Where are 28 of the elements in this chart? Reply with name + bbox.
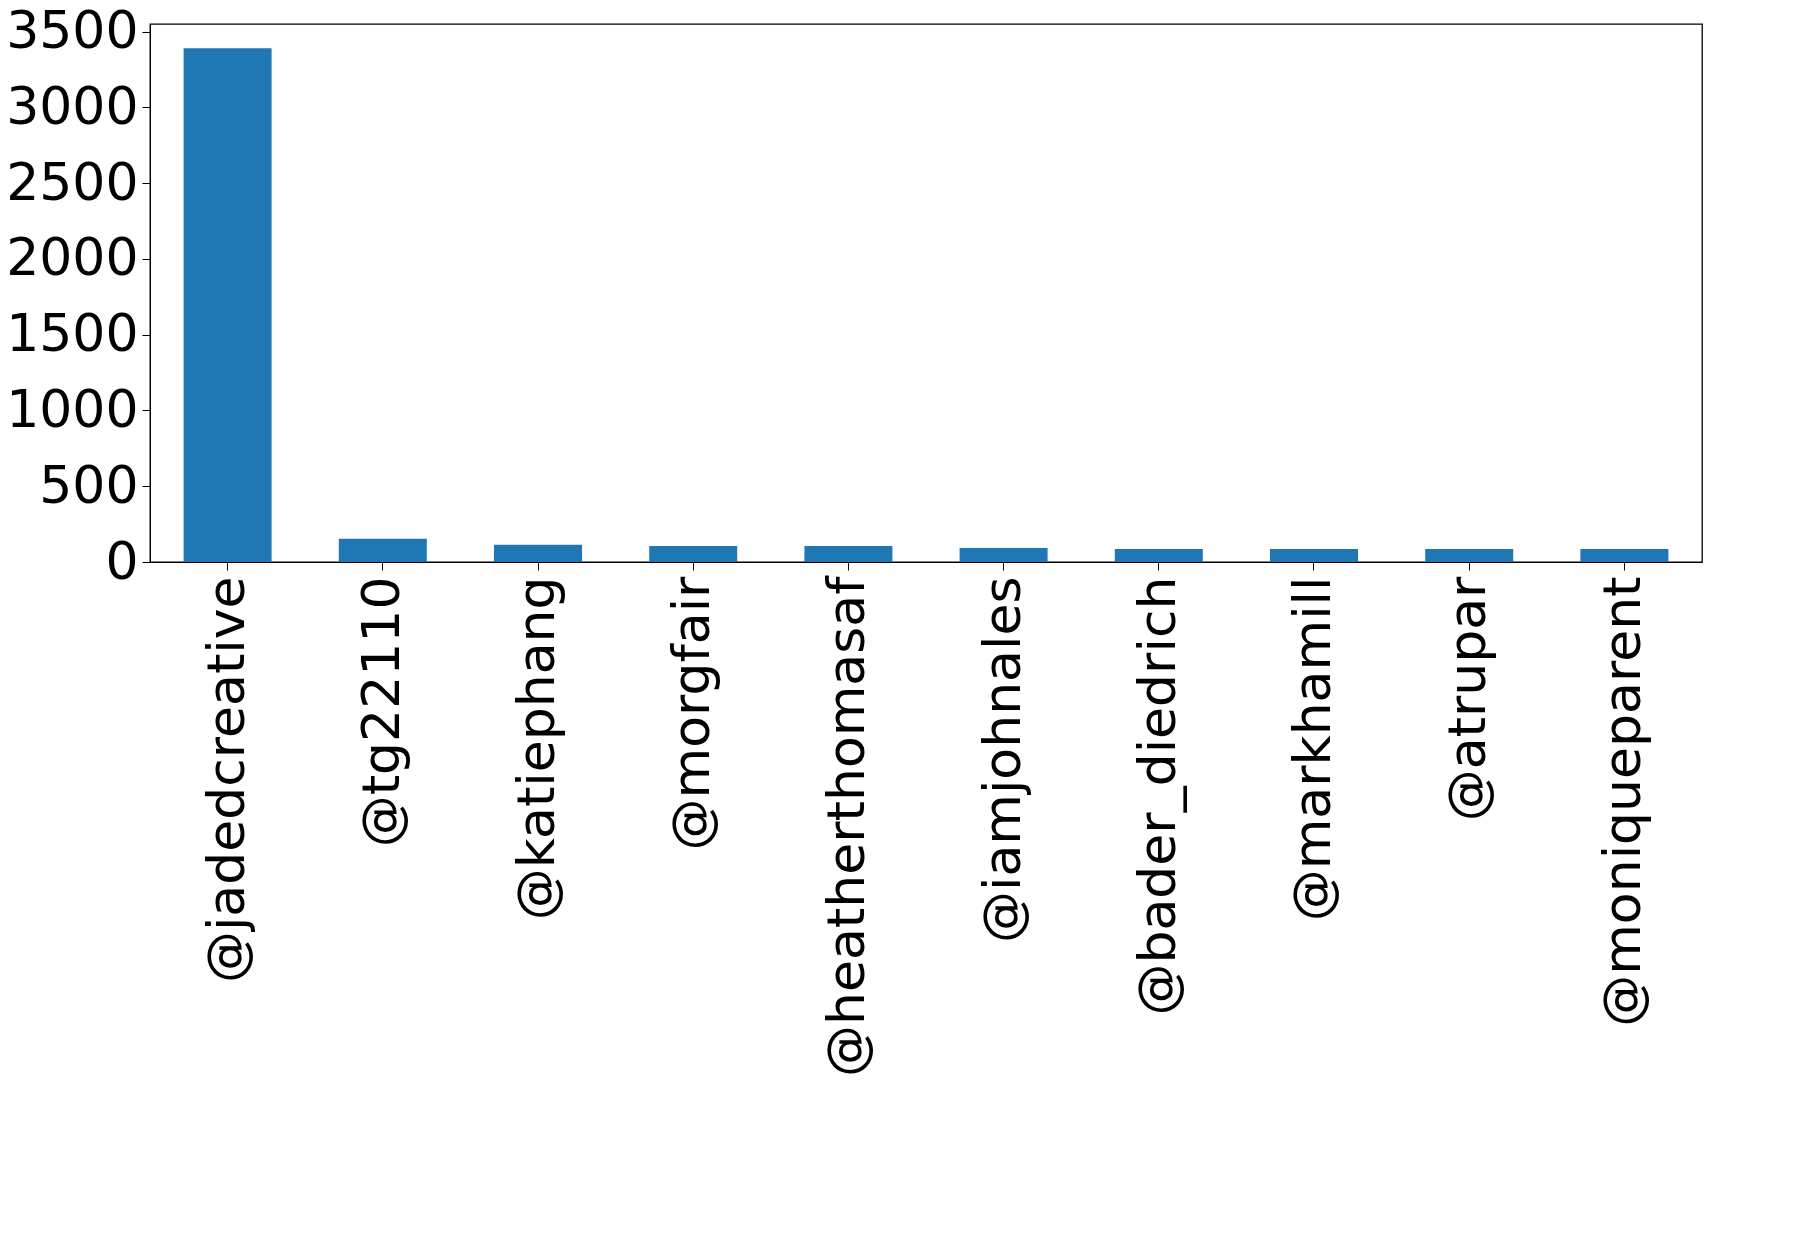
bar [804, 545, 893, 562]
bar [183, 48, 272, 562]
y-tick-label: 0 [105, 530, 139, 591]
x-tick-label: @bader_diedrich [1126, 576, 1187, 1016]
bar [1114, 548, 1203, 562]
bar [1580, 548, 1669, 562]
x-tick-label: @katiephang [506, 576, 566, 921]
x-tick-label: @jadedcreative [195, 576, 256, 984]
y-tick-label: 2500 [6, 151, 139, 212]
y-tick-label: 3500 [6, 0, 139, 61]
bar [1425, 548, 1514, 562]
x-tick-label: @markhamill [1282, 576, 1342, 922]
x-tick-label: @atrupar [1437, 575, 1498, 822]
bar [649, 545, 738, 562]
bar [494, 544, 582, 562]
x-tick-label: @iamjohnales [971, 576, 1032, 944]
x-tick-label: @moniqueparent [1592, 576, 1653, 1027]
y-tick-label: 1000 [6, 378, 139, 439]
x-tick-label: @morgfair [661, 575, 722, 851]
bar [1270, 548, 1358, 562]
x-tick-label: @tg22110 [350, 576, 411, 848]
y-tick-label: 500 [39, 454, 139, 515]
y-tick-label: 1500 [6, 303, 139, 364]
y-tick-label: 3000 [6, 75, 139, 136]
y-tick-label: 2000 [6, 227, 139, 288]
bar [959, 547, 1048, 562]
bar [338, 538, 427, 562]
x-tick-label: @heatherthomasaf [816, 574, 877, 1077]
